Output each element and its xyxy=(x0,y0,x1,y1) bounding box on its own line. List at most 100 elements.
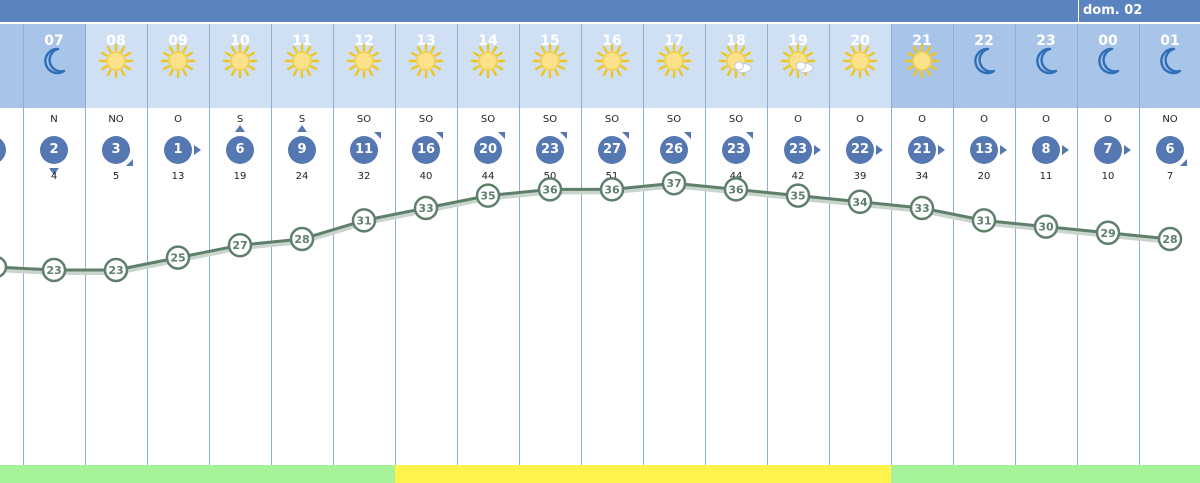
sun-icon xyxy=(220,41,260,81)
wind-arrow-icon xyxy=(235,125,245,132)
wind-gust: 19 xyxy=(233,171,247,182)
temperature-label: 35 xyxy=(790,190,805,203)
wind-speed-badge: 26 xyxy=(660,136,688,164)
wind-speed-badge: 11 xyxy=(350,136,378,164)
wind-gust: 20 xyxy=(977,171,991,182)
column-divider xyxy=(271,24,272,483)
hour-column-18: 18 xyxy=(705,24,767,108)
hour-column-07: 07 xyxy=(23,24,85,108)
wind-arrow-icon xyxy=(1124,145,1131,155)
temperature-point xyxy=(785,183,811,208)
sun-cloud-icon xyxy=(716,41,756,81)
hour-column-23: 23 xyxy=(1015,24,1077,108)
column-divider xyxy=(767,24,768,483)
temperature-label: 33 xyxy=(914,202,929,215)
temperature-point xyxy=(847,189,873,215)
temperature-label: 30 xyxy=(1038,221,1054,234)
temperature-label: 33 xyxy=(418,202,433,215)
strip-segment xyxy=(953,465,1015,483)
column-divider xyxy=(85,24,86,483)
moon-icon xyxy=(1026,41,1066,81)
wind-speed-badge: 2 xyxy=(40,136,68,164)
hour-label: 12 xyxy=(354,33,374,49)
hour-column-08: 08 xyxy=(85,24,147,108)
temperature-label: 34 xyxy=(852,196,868,209)
wind-arrow-icon xyxy=(684,132,691,139)
sun-icon xyxy=(282,41,322,81)
sun-icon xyxy=(158,41,198,81)
moon-icon xyxy=(1088,41,1128,81)
column-divider xyxy=(705,24,706,483)
strip-segment xyxy=(147,465,209,483)
hour-column-13: 13 xyxy=(395,24,457,108)
column-divider xyxy=(395,24,396,483)
wind-gust: 7 xyxy=(1166,171,1174,182)
day-label: dom. 02 xyxy=(1083,3,1143,18)
wind-direction: SO xyxy=(542,114,558,125)
hour-column-09: 09 xyxy=(147,24,209,108)
temperature-point xyxy=(289,226,315,252)
wind-direction: O xyxy=(174,114,182,125)
hour-label: 14 xyxy=(478,33,498,49)
temperature-label: 27 xyxy=(232,239,247,252)
column-divider xyxy=(457,24,458,483)
wind-gust: 32 xyxy=(357,171,371,182)
hour-label: 20 xyxy=(850,33,870,49)
hour-column-12: 12 xyxy=(333,24,395,108)
strip-segment xyxy=(457,465,519,483)
strip-segment xyxy=(23,465,85,483)
strip-segment xyxy=(395,465,457,483)
wind-speed-badge: 7 xyxy=(1094,136,1122,164)
temperature-point xyxy=(413,195,439,221)
wind-direction: O xyxy=(1042,114,1050,125)
wind-arrow-icon xyxy=(126,159,133,166)
column-divider xyxy=(953,24,954,483)
wind-gust: 51 xyxy=(605,171,619,182)
wind-direction: SO xyxy=(666,114,682,125)
strip-segment xyxy=(1077,465,1139,483)
wind-arrow-icon xyxy=(297,125,307,132)
temperature-line-shadow xyxy=(0,184,1171,275)
temperature-label: 29 xyxy=(1100,227,1115,240)
wind-gust: 4 xyxy=(50,171,58,182)
strip-segment xyxy=(0,465,23,483)
hour-column-00: 00 xyxy=(1077,24,1139,108)
sun-icon xyxy=(840,41,880,81)
column-divider xyxy=(829,24,830,483)
hour-label: 16 xyxy=(602,33,622,49)
wind-arrow-icon xyxy=(1000,145,1007,155)
temperature-label: 36 xyxy=(542,183,558,196)
wind-gust: 24 xyxy=(295,171,309,182)
hour-label: 07 xyxy=(44,33,64,49)
wind-direction: SO xyxy=(728,114,744,125)
wind-arrow-icon xyxy=(622,132,629,139)
sun-icon xyxy=(344,41,384,81)
wind-speed-badge: 13 xyxy=(970,136,998,164)
hour-label: 10 xyxy=(230,33,250,49)
hour-label: 19 xyxy=(788,33,808,49)
column-divider xyxy=(147,24,148,483)
sun-icon xyxy=(530,41,570,81)
temperature-label: 36 xyxy=(728,183,744,196)
hour-label: 11 xyxy=(292,33,312,49)
strip-segment xyxy=(829,465,891,483)
temperature-point xyxy=(227,232,253,258)
wind-gust: 34 xyxy=(915,171,929,182)
temperature-label: 31 xyxy=(976,214,991,227)
wind-arrow-icon xyxy=(436,132,443,139)
strip-segment xyxy=(85,465,147,483)
hour-label: 13 xyxy=(416,33,436,49)
wind-direction: SO xyxy=(480,114,496,125)
wind-arrow-icon xyxy=(814,145,821,155)
hour-column-20: 20 xyxy=(829,24,891,108)
wind-speed-badge: 20 xyxy=(474,136,502,164)
wind-gust: 10 xyxy=(1101,171,1115,182)
temperature-point xyxy=(475,183,501,208)
wind-gust: 42 xyxy=(791,171,805,182)
strip-segment xyxy=(581,465,643,483)
column-divider xyxy=(209,24,210,483)
wind-direction: S xyxy=(298,114,306,125)
hour-column-17: 17 xyxy=(643,24,705,108)
column-divider xyxy=(23,24,24,483)
strip-segment xyxy=(333,465,395,483)
